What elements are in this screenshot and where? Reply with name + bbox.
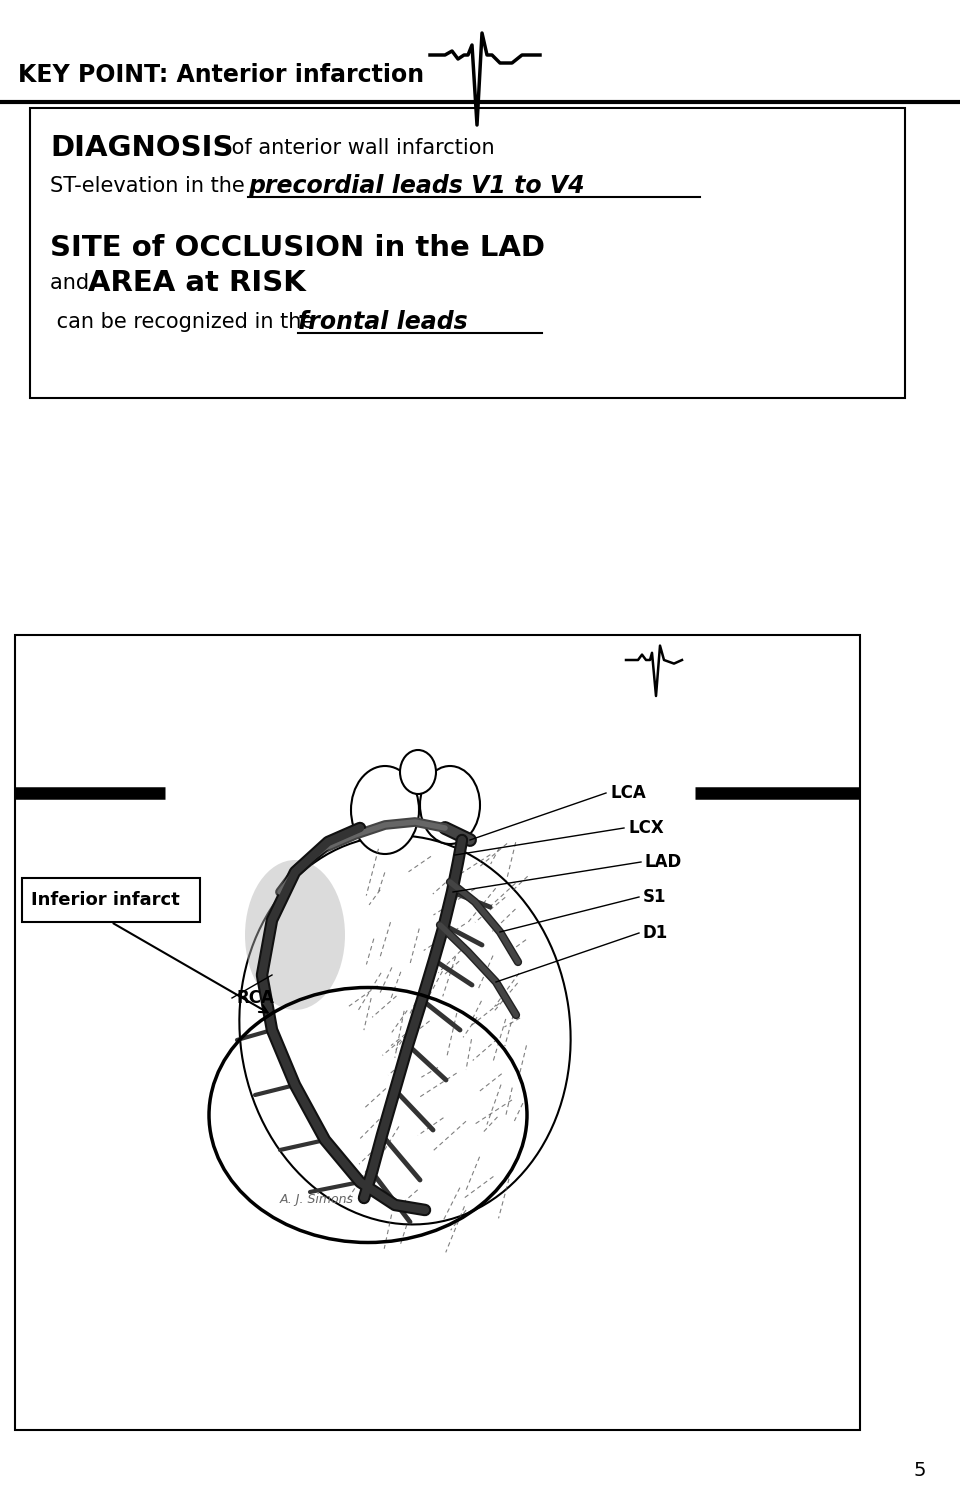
Text: RCA: RCA bbox=[236, 989, 274, 1007]
Text: DIAGNOSIS: DIAGNOSIS bbox=[50, 134, 233, 162]
Text: Inferior infarct: Inferior infarct bbox=[31, 892, 180, 910]
Text: of anterior wall infarction: of anterior wall infarction bbox=[225, 138, 494, 158]
Text: 5: 5 bbox=[914, 1460, 926, 1480]
Ellipse shape bbox=[400, 750, 436, 794]
Bar bbox=[30, 108, 905, 398]
Text: D1: D1 bbox=[643, 925, 668, 943]
Text: frontal leads: frontal leads bbox=[298, 311, 468, 335]
Text: precordial leads V1 to V4: precordial leads V1 to V4 bbox=[248, 174, 585, 198]
Ellipse shape bbox=[420, 766, 480, 844]
Text: can be recognized in the: can be recognized in the bbox=[50, 312, 321, 332]
Text: LCX: LCX bbox=[628, 820, 663, 838]
Text: LAD: LAD bbox=[645, 853, 683, 871]
Bar bbox=[22, 878, 200, 922]
Text: A. J. Simons: A. J. Simons bbox=[280, 1193, 354, 1207]
Text: AREA at RISK: AREA at RISK bbox=[88, 269, 305, 297]
Text: KEY POINT: Anterior infarction: KEY POINT: Anterior infarction bbox=[18, 63, 424, 87]
Text: and: and bbox=[50, 273, 96, 293]
Ellipse shape bbox=[239, 836, 570, 1225]
Ellipse shape bbox=[351, 766, 419, 854]
Text: ST-elevation in the: ST-elevation in the bbox=[50, 176, 252, 197]
Ellipse shape bbox=[245, 860, 345, 1010]
Text: SITE of OCCLUSION in the LAD: SITE of OCCLUSION in the LAD bbox=[50, 234, 545, 263]
Text: S1: S1 bbox=[643, 889, 666, 907]
Bar bbox=[15, 635, 860, 1430]
Text: LCA: LCA bbox=[610, 784, 646, 802]
